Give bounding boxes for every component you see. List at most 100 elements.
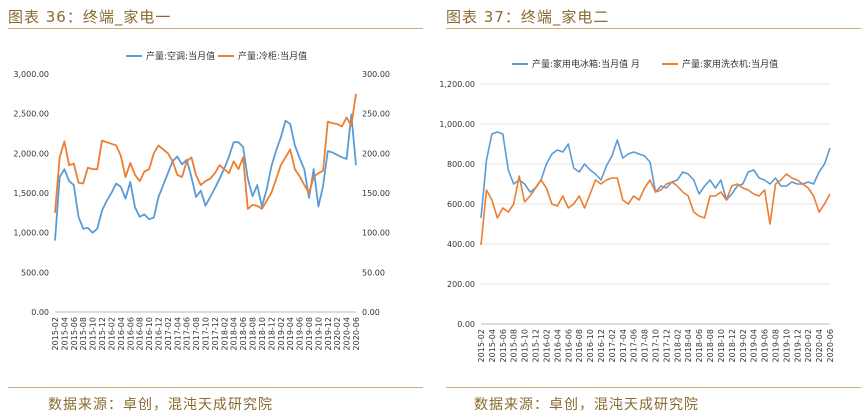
x-axis-tick-label: 2015-02 xyxy=(477,329,486,362)
x-axis-tick-label: 2015-10 xyxy=(521,329,530,362)
x-axis-tick-label: 2015-08 xyxy=(510,329,519,362)
x-axis-tick-label: 2015-02 xyxy=(51,317,60,350)
x-axis-tick-label: 2017-02 xyxy=(164,317,173,350)
right-axis-tick-label: 250.00 xyxy=(362,110,390,119)
x-axis-tick-label: 2016-10 xyxy=(586,329,595,362)
x-axis-tick-label: 2018-08 xyxy=(249,317,258,350)
x-axis-tick-label: 2017-10 xyxy=(202,317,211,350)
left-chart-caption: 图表 36：终端_家电一 xyxy=(8,8,172,26)
x-axis-tick-label: 2015-10 xyxy=(89,317,98,350)
left-axis-tick-label: 200.00 xyxy=(447,280,475,289)
right-source-rule xyxy=(446,387,861,388)
x-axis-tick-label: 2018-12 xyxy=(267,317,276,350)
left-axis-tick-label: 400.00 xyxy=(447,240,475,249)
x-axis-tick-label: 2015-08 xyxy=(79,317,88,350)
x-axis-tick-label: 2017-06 xyxy=(630,329,639,362)
x-axis-tick-label: 2018-06 xyxy=(695,329,704,362)
x-axis-tick-label: 2019-02 xyxy=(739,329,748,362)
series-line-2 xyxy=(54,93,357,213)
x-axis-tick-label: 2019-08 xyxy=(305,317,314,350)
x-axis-tick-label: 2017-04 xyxy=(619,329,628,362)
x-axis-tick-label: 2016-04 xyxy=(117,317,126,350)
x-axis-tick-label: 2016-08 xyxy=(136,317,145,350)
left-source-rule xyxy=(8,387,423,388)
x-axis-tick-label: 2018-02 xyxy=(673,329,682,362)
left-axis-tick-label: 1,200.00 xyxy=(439,80,475,89)
legend-label-1: 产量:家用电冰箱:当月值 月 xyxy=(532,58,640,70)
right-axis-tick-label: 0.00 xyxy=(362,308,380,317)
legend-label-1: 产量:空调:当月值 xyxy=(146,50,215,62)
x-axis-tick-label: 2019-10 xyxy=(314,317,323,350)
left-axis-tick-label: 0.00 xyxy=(31,308,49,317)
left-axis-tick-label: 1,000.00 xyxy=(439,120,475,129)
series-line-1 xyxy=(480,131,831,219)
left-axis-tick-label: 800.00 xyxy=(447,160,475,169)
legend-label-2: 产量:家用洗衣机:当月值 xyxy=(682,58,778,70)
right-caption-rule xyxy=(446,28,861,29)
x-axis-tick-label: 2015-06 xyxy=(70,317,79,350)
left-source-text: 数据来源：卓创，混沌天成研究院 xyxy=(48,397,273,413)
right-axis-tick-label: 200.00 xyxy=(362,149,390,158)
x-axis-tick-label: 2019-12 xyxy=(793,329,802,362)
right-axis-tick-label: 100.00 xyxy=(362,229,390,238)
left-axis-tick-label: 500.00 xyxy=(21,268,49,277)
right-chart-caption: 图表 37：终端_家电二 xyxy=(446,8,610,26)
x-axis-tick-label: 2017-08 xyxy=(192,317,201,350)
left-axis-tick-label: 2,000.00 xyxy=(13,149,49,158)
x-axis-tick-label: 2018-04 xyxy=(230,317,239,350)
series-line-2 xyxy=(480,173,831,246)
x-axis-tick-label: 2017-12 xyxy=(662,329,671,362)
right-chart: 0.00 200.00 400.00 600.00 800.00 1,000.00 1,20… xyxy=(439,58,835,362)
left-axis-tick-label: 1,000.00 xyxy=(13,229,49,238)
x-axis-tick-label: 2019-06 xyxy=(761,329,770,362)
x-axis-tick-label: 2016-02 xyxy=(542,329,551,362)
x-axis-tick-label: 2015-04 xyxy=(488,329,497,362)
x-axis-tick-label: 2020-04 xyxy=(343,317,352,350)
x-axis-tick-label: 2018-10 xyxy=(717,329,726,362)
x-axis-tick-label: 2017-12 xyxy=(211,317,220,350)
x-axis-tick-label: 2020-06 xyxy=(352,317,361,350)
x-axis-tick-label: 2017-02 xyxy=(608,329,617,362)
x-axis-tick-label: 2020-02 xyxy=(804,329,813,362)
right-axis-tick-label: 50.00 xyxy=(362,268,385,277)
x-axis-tick-label: 2015-04 xyxy=(60,317,69,350)
right-axis-tick-label: 300.00 xyxy=(362,70,390,79)
left-axis-tick-label: 600.00 xyxy=(447,200,475,209)
x-axis-tick-label: 2016-08 xyxy=(575,329,584,362)
x-axis-tick-label: 2019-02 xyxy=(277,317,286,350)
x-axis-tick-label: 2016-06 xyxy=(126,317,135,350)
left-chart: 0.00 500.00 1,000.00 1,500.00 2,000.00 2,500.… xyxy=(13,50,390,350)
x-axis-tick-label: 2015-06 xyxy=(499,329,508,362)
x-axis-tick-label: 2016-06 xyxy=(564,329,573,362)
left-axis-tick-label: 0.00 xyxy=(457,320,475,329)
left-axis-tick-label: 2,500.00 xyxy=(13,110,49,119)
right-axis-tick-label: 150.00 xyxy=(362,189,390,198)
x-axis-tick-label: 2016-10 xyxy=(145,317,154,350)
x-axis-tick-label: 2018-10 xyxy=(258,317,267,350)
series-line-1 xyxy=(54,113,357,241)
x-axis-tick-label: 2019-04 xyxy=(286,317,295,350)
x-axis-tick-label: 2016-12 xyxy=(597,329,606,362)
x-axis-tick-label: 2019-10 xyxy=(782,329,791,362)
x-axis-tick-label: 2019-06 xyxy=(296,317,305,350)
x-axis-tick-label: 2019-08 xyxy=(771,329,780,362)
x-axis-tick-label: 2018-12 xyxy=(728,329,737,362)
x-axis-tick-label: 2020-02 xyxy=(333,317,342,350)
right-source-text: 数据来源：卓创，混沌天成研究院 xyxy=(474,397,699,413)
x-axis-tick-label: 2020-04 xyxy=(815,329,824,362)
x-axis-tick-label: 2017-08 xyxy=(641,329,650,362)
x-axis-tick-label: 2017-06 xyxy=(183,317,192,350)
x-axis-tick-label: 2020-06 xyxy=(826,329,835,362)
x-axis-tick-label: 2017-04 xyxy=(173,317,182,350)
x-axis-tick-label: 2018-06 xyxy=(239,317,248,350)
x-axis-tick-label: 2018-08 xyxy=(706,329,715,362)
x-axis-tick-label: 2017-10 xyxy=(652,329,661,362)
x-axis-tick-label: 2016-12 xyxy=(154,317,163,350)
left-axis-tick-label: 1,500.00 xyxy=(13,189,49,198)
x-axis-tick-label: 2019-04 xyxy=(750,329,759,362)
x-axis-tick-label: 2019-12 xyxy=(324,317,333,350)
legend-label-2: 产量:冷柜:当月值 xyxy=(238,50,307,62)
x-axis-tick-label: 2016-02 xyxy=(107,317,116,350)
x-axis-tick-label: 2015-12 xyxy=(532,329,541,362)
x-axis-tick-label: 2018-04 xyxy=(684,329,693,362)
